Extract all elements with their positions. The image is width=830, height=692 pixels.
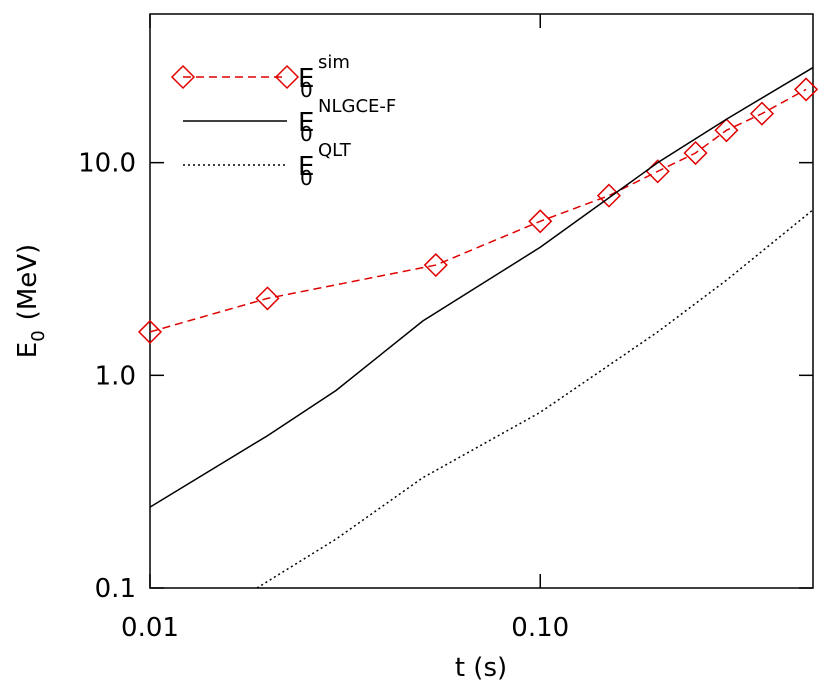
y-tick-label: 0.1 [95,574,136,604]
series-line [256,209,814,589]
y-label-unit: (MeV) [13,244,43,321]
legend-sub: 0 [300,78,313,102]
legend-sup: QLT [318,140,352,161]
y-tick-label: 10.0 [78,149,136,179]
y-axis-label: E0 (MeV) [13,244,49,358]
y-label-sub: 0 [28,330,49,341]
legend-sub: 0 [300,166,313,190]
x-tick-label: 0.10 [511,613,569,643]
y-label-base: E [13,342,43,358]
legend-sub: 0 [300,122,313,146]
marker [683,140,708,166]
series-line [149,66,814,508]
x-axis-label: t (s) [455,653,507,683]
series-line [149,88,807,333]
marker [255,286,280,311]
marker [528,209,553,234]
plot-frame [149,13,814,589]
legend-sup: sim [318,52,350,73]
legend-label: E0QLT [298,140,352,190]
legend-label: E0sim [298,52,350,102]
x-tick-label: 0.01 [121,613,179,643]
marker [714,118,739,143]
marker [749,101,775,126]
marker [137,319,163,344]
legend-name: E [298,152,314,182]
legend-marker [274,64,300,90]
y-tick-label: 1.0 [95,361,136,391]
marker [423,252,448,278]
legend-label: E0NLGCE-F [298,96,396,146]
legend-name: E [298,108,314,138]
legend-name: E [298,64,314,94]
legend-marker [170,64,196,90]
legend-sup: NLGCE-F [318,96,396,117]
marker [794,77,819,102]
